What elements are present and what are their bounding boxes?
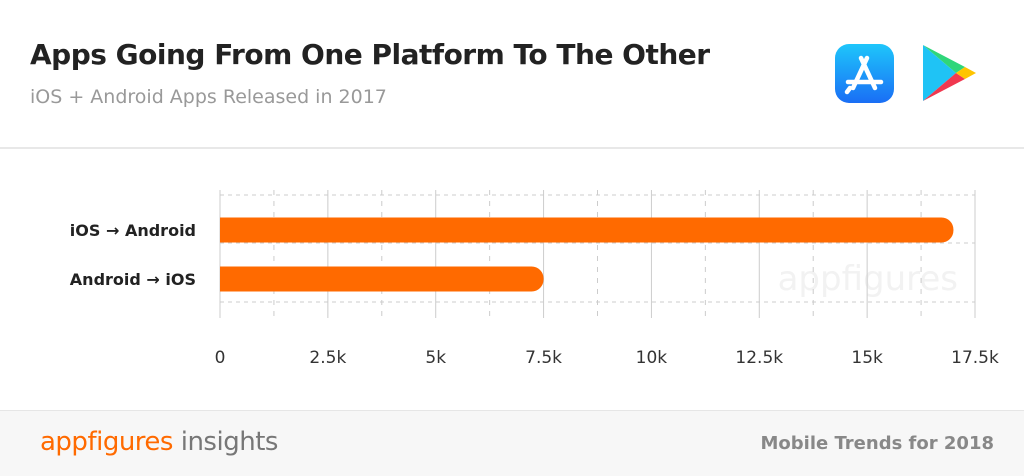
bar-base	[220, 266, 240, 292]
x-tick-label: 2.5k	[309, 348, 346, 368]
x-tick-label: 5k	[425, 348, 446, 368]
x-tick-label: 17.5k	[951, 348, 999, 368]
footer: appfigures insights Mobile Trends for 20…	[0, 410, 1024, 476]
x-tick-label: 0	[215, 348, 226, 368]
category-label: iOS → Android	[70, 221, 196, 240]
x-tick-label: 10k	[636, 348, 668, 368]
chart-subtitle: iOS + Android Apps Released in 2017	[30, 86, 387, 108]
google-play-icon	[920, 43, 978, 107]
header-divider	[0, 147, 1024, 149]
bar	[220, 266, 544, 292]
chart-title: Apps Going From One Platform To The Othe…	[30, 38, 710, 71]
footer-note: Mobile Trends for 2018	[760, 433, 994, 454]
watermark: appfigures	[778, 259, 958, 299]
x-tick-label: 12.5k	[735, 348, 783, 368]
category-label: Android → iOS	[70, 270, 196, 289]
x-tick-label: 15k	[851, 348, 883, 368]
x-tick-label: 7.5k	[525, 348, 562, 368]
app-store-icon	[835, 44, 894, 103]
brand-name: appfigures	[40, 427, 173, 457]
bar-base	[220, 217, 240, 243]
brand-suffix: insights	[172, 427, 279, 457]
bar-chart: appfigures 0 2.5k 5k 7.5k 10k 12.5k 15k 17.5k iOS…	[70, 190, 999, 368]
bar	[220, 217, 954, 243]
brand-logo: appfigures insights	[40, 427, 278, 457]
